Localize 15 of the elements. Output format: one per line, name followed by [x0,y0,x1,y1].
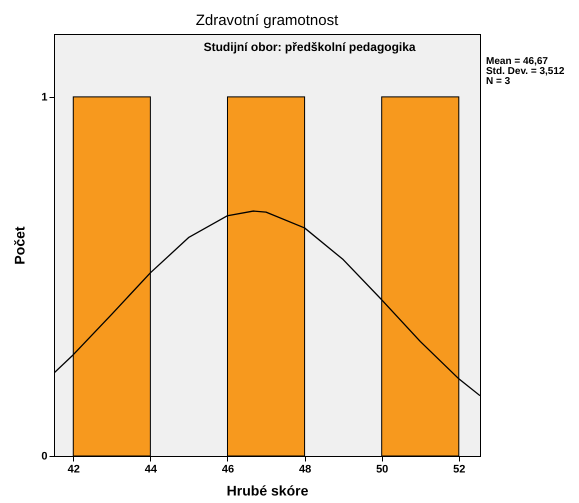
text: N = 3 [486,76,511,87]
y-tick-label: 0 [41,450,48,462]
y-axis-title: Počet [11,226,28,265]
text: Std. Dev. = 3,512 [486,66,565,77]
text: Mean = 46,67 [486,56,548,67]
x-tick-label: 42 [68,464,80,476]
x-tick-label: 50 [376,464,388,476]
x-tick-label: 46 [222,464,234,476]
x-axis-title: Hrubé skóre [226,482,309,498]
chart-title: Zdravotní gramotnost [196,12,340,29]
x-tick-label: 48 [298,464,312,476]
x-tick-label: 52 [453,464,466,476]
x-tick-label: 44 [144,464,158,476]
text: Studijní obor: předškolní pedagogika [204,40,416,54]
y-tick-label: 1 [41,91,48,104]
